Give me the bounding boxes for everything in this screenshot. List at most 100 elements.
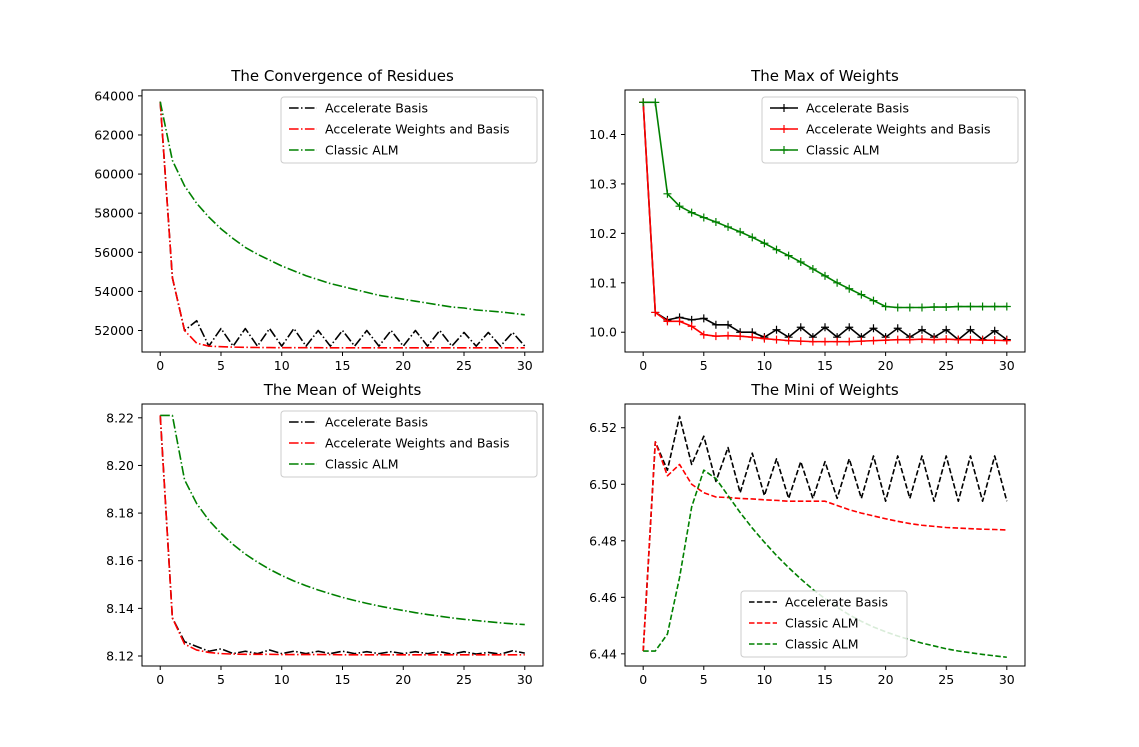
y-tick-label: 8.16 [106, 553, 134, 568]
y-tick-label: 10.3 [589, 176, 617, 191]
data-point [639, 98, 648, 107]
legend-frame [740, 590, 908, 658]
panel-max-weights: The Max of Weights 0 5 10 15 20 25 30 10.0 10.1 1… [589, 67, 1026, 373]
data-point [663, 189, 672, 198]
data-point [748, 333, 757, 342]
data-point [978, 302, 987, 311]
panel-mini-weights: The Mini of Weights 0 5 10 15 20 25 30 6.44 6.46… [589, 381, 1026, 687]
data-point [990, 302, 999, 311]
data-point [663, 317, 672, 326]
legend: Accelerate Basis Accelerate Weights and B… [280, 96, 538, 164]
data-point [893, 335, 902, 344]
x-tick-label: 20 [878, 672, 894, 687]
legend-label: Classic ALM [785, 637, 859, 652]
x-tick-label: 30 [517, 672, 533, 687]
y-tick-label: 8.18 [106, 506, 134, 521]
series-line-2 [642, 441, 1007, 652]
data-point [724, 222, 733, 231]
data-point [699, 314, 708, 323]
series-line-1 [159, 415, 525, 655]
y-tick-label: 6.50 [589, 477, 617, 492]
x-tick-label: 15 [817, 358, 833, 373]
data-point [821, 271, 829, 280]
x-tick-label: 0 [639, 672, 647, 687]
chart-title: The Mean of Weights [263, 381, 422, 399]
data-point [869, 324, 878, 333]
series-line-3 [159, 101, 525, 316]
series-line-1 [642, 415, 1008, 652]
data-point [724, 320, 733, 329]
x-tick-label: 20 [395, 358, 411, 373]
data-point [845, 337, 854, 346]
x-tick-label: 0 [639, 358, 647, 373]
legend-frame [280, 410, 538, 478]
data-point [651, 98, 660, 107]
data-point [772, 245, 781, 254]
legend-label: Accelerate Weights and Basis [325, 436, 510, 451]
x-tick-label: 30 [999, 358, 1015, 373]
data-point [796, 323, 805, 332]
data-point [796, 258, 805, 267]
data-point [821, 323, 829, 332]
data-point [784, 251, 793, 260]
y-tick-label: 6.48 [589, 533, 617, 548]
data-point [833, 337, 842, 346]
y-tick-label: 8.20 [106, 458, 134, 473]
data-point [808, 264, 817, 273]
x-tick-label: 5 [700, 358, 708, 373]
data-point [772, 325, 781, 334]
data-point [966, 302, 975, 311]
x-tick-label: 5 [700, 672, 708, 687]
x-tick-label: 5 [217, 672, 225, 687]
series-line-1 [159, 101, 526, 347]
data-point [808, 337, 817, 346]
series-line-3 [160, 414, 525, 626]
y-tick-label: 6.44 [589, 646, 617, 661]
data-point [893, 324, 902, 333]
panel-mean-weights: The Mean of Weights 0 5 10 15 20 25 30 8.12 8.14… [106, 381, 544, 687]
data-point [699, 330, 708, 339]
data-point [942, 325, 951, 334]
series-line-3 [643, 469, 1007, 659]
data-point [905, 303, 914, 312]
legend: Accelerate Basis Accelerate Weights and B… [280, 410, 538, 478]
legend-marker [780, 125, 788, 133]
x-tick-label: 30 [517, 358, 533, 373]
legend-frame [280, 96, 538, 164]
panel-residues: The Convergence of Residues 0 5 10 15 20 25 30… [94, 67, 544, 373]
data-point [675, 202, 684, 211]
data-point [675, 317, 684, 326]
x-tick-label: 15 [817, 672, 833, 687]
data-point [821, 337, 829, 346]
data-point [881, 336, 890, 345]
data-point [748, 233, 757, 242]
data-point [917, 335, 926, 344]
x-tick-label: 30 [999, 672, 1015, 687]
legend-marker [780, 146, 788, 154]
data-point [833, 278, 842, 287]
x-tick-label: 5 [217, 358, 225, 373]
x-tick-label: 0 [156, 358, 164, 373]
data-point [796, 337, 805, 346]
y-tick-label: 52000 [94, 323, 134, 338]
y-tick-label: 62000 [94, 127, 134, 142]
data-point [905, 335, 914, 344]
legend-frame [761, 96, 1019, 164]
data-point [942, 303, 951, 312]
y-tick-label: 58000 [94, 206, 134, 221]
y-tick-label: 60000 [94, 167, 134, 182]
x-tick-label: 20 [395, 672, 411, 687]
y-tick-label: 10.1 [589, 275, 617, 290]
legend-label: Classic ALM [325, 143, 399, 158]
data-point [845, 323, 854, 332]
x-tick-label: 15 [335, 672, 351, 687]
legend: Accelerate Basis Accelerate Weights and B… [761, 96, 1019, 164]
data-point [736, 332, 745, 341]
data-point [784, 336, 793, 345]
data-point [869, 336, 878, 345]
data-point [930, 335, 939, 344]
y-tick-label: 6.46 [589, 590, 617, 605]
x-tick-label: 25 [456, 672, 472, 687]
x-tick-label: 10 [274, 358, 290, 373]
